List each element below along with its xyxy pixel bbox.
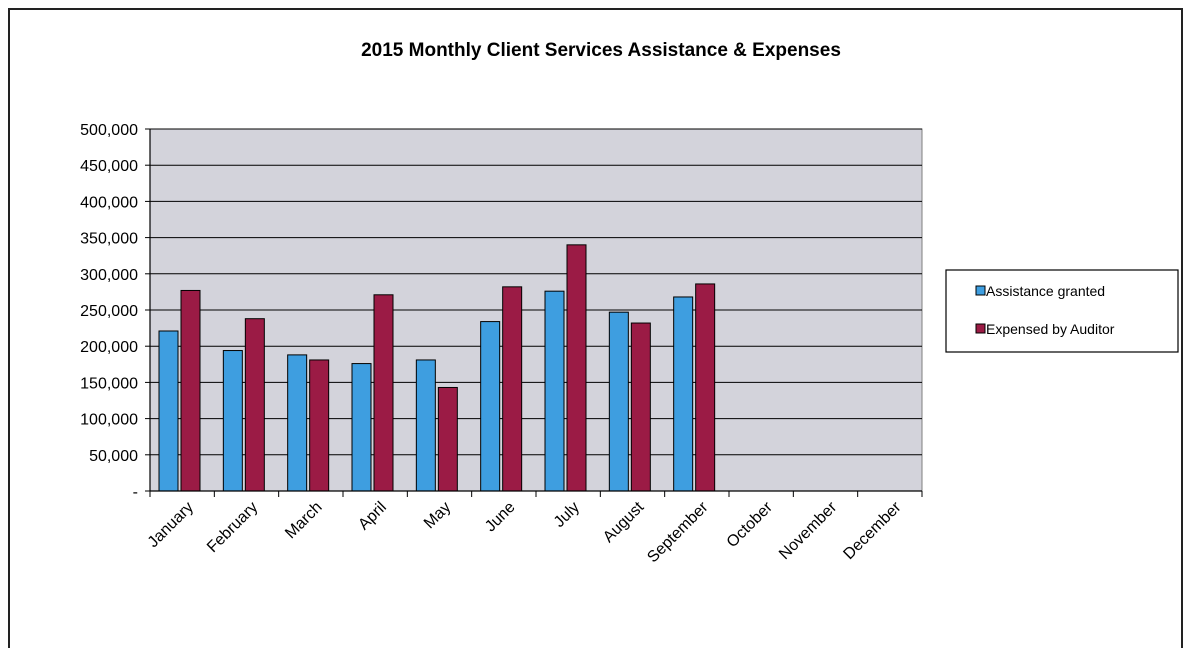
legend-swatch-assistance-granted [976,286,985,295]
bar-expensed-by-auditor-june [503,287,522,491]
plot-area [150,129,922,491]
chart-svg: 2015 Monthly Client Services Assistance … [0,0,1185,634]
x-tick-label-december: December [840,498,905,563]
y-tick-label: 350,000 [80,231,138,248]
bar-expensed-by-auditor-july [567,245,586,491]
bar-expensed-by-auditor-august [631,323,650,491]
y-tick-label: 500,000 [80,122,138,139]
y-tick-label: 250,000 [80,303,138,320]
x-tick-label-january: January [145,499,197,551]
bar-assistance-granted-june [481,322,500,491]
x-tick-label-july: July [551,499,583,531]
legend-label-assistance-granted: Assistance granted [986,283,1105,299]
y-tick-label: 50,000 [89,448,138,465]
y-tick-label: 450,000 [80,158,138,175]
chart-title: 2015 Monthly Client Services Assistance … [361,40,841,61]
x-tick-label-september: September [644,498,712,566]
bar-assistance-granted-march [288,355,307,491]
y-tick-label: 100,000 [80,412,138,429]
y-tick-label: 200,000 [80,339,138,356]
bar-expensed-by-auditor-january [181,290,200,491]
bar-expensed-by-auditor-september [696,284,715,491]
bar-assistance-granted-may [416,360,435,491]
bar-expensed-by-auditor-march [310,360,329,491]
chart-container: 2015 Monthly Client Services Assistance … [0,0,1185,634]
legend: Assistance granted Expensed by Auditor [946,270,1178,352]
x-tick-label-march: March [282,499,325,542]
y-tick-label: 150,000 [80,375,138,392]
y-tick-label: - [133,484,138,501]
bar-assistance-granted-january [159,331,178,491]
x-tick-label-august: August [600,498,648,546]
bar-expensed-by-auditor-april [374,295,393,491]
x-tick-label-february: February [204,499,261,556]
bar-assistance-granted-july [545,291,564,491]
legend-label-expensed-by-auditor: Expensed by Auditor [986,321,1115,337]
x-tick-label-june: June [482,499,519,536]
y-tick-label: 400,000 [80,194,138,211]
x-tick-label-october: October [724,498,777,551]
bar-assistance-granted-september [674,297,693,491]
y-tick-label: 300,000 [80,267,138,284]
bar-expensed-by-auditor-february [245,319,264,491]
bar-expensed-by-auditor-may [438,387,457,491]
x-tick-label-may: May [421,499,454,532]
legend-swatch-expensed-by-auditor [976,324,985,333]
x-tick-label-november: November [776,498,841,563]
x-tick-label-april: April [355,499,390,534]
bar-assistance-granted-august [609,312,628,491]
bar-assistance-granted-february [223,351,242,491]
bar-assistance-granted-april [352,364,371,491]
